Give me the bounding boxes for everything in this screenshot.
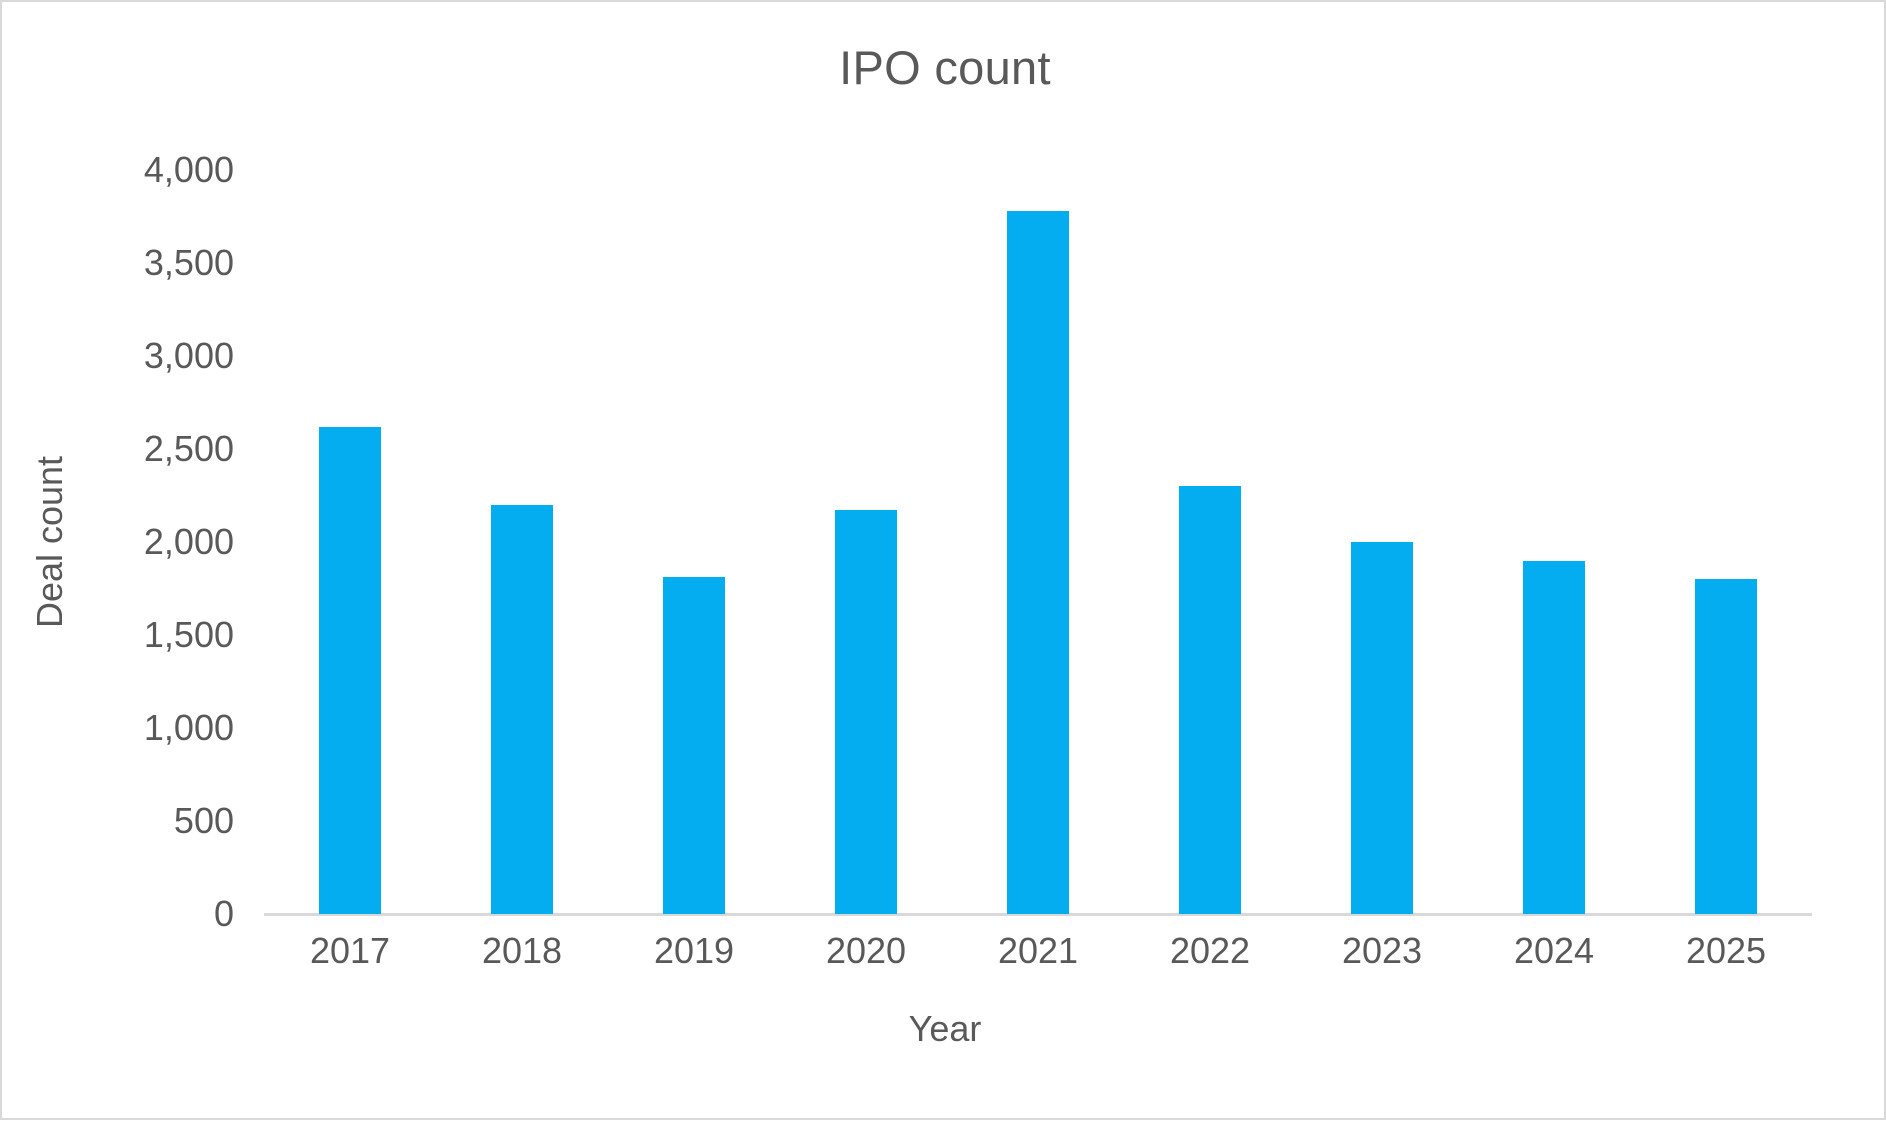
category-axis-line (264, 913, 1812, 916)
x-axis-tick-label-2024: 2024 (1513, 930, 1595, 971)
y-axis-tick-label: 1,500 (143, 614, 234, 655)
y-axis-tick-label: 3,000 (143, 335, 234, 376)
y-axis-tick-label: 2,500 (143, 428, 234, 469)
y-axis-tick-label: 500 (173, 800, 234, 841)
x-axis-tick-label-2021: 2021 (997, 930, 1079, 971)
bar-slot (608, 170, 780, 914)
bar-slot (1296, 170, 1468, 914)
bar-slot (1640, 170, 1812, 914)
y-axis-tick-label: 0 (213, 893, 234, 934)
x-axis-title: Year (908, 1008, 982, 1049)
bar-slot (264, 170, 436, 914)
x-axis-tick-label-2023: 2023 (1341, 930, 1423, 971)
bar-2019[interactable] (663, 577, 725, 914)
bar-series (264, 170, 1812, 914)
y-axis-tick-label: 1,000 (143, 707, 234, 748)
bar-2021[interactable] (1007, 210, 1069, 914)
bar-2022[interactable] (1179, 486, 1241, 914)
bar-slot (1124, 170, 1296, 914)
chart-title: IPO count (839, 41, 1051, 94)
bar-2025[interactable] (1695, 579, 1757, 914)
bar-2017[interactable] (319, 426, 381, 914)
bar-slot (436, 170, 608, 914)
bar-2023[interactable] (1351, 542, 1413, 914)
bar-2020[interactable] (835, 510, 897, 914)
x-axis-tick-label-2019: 2019 (653, 930, 735, 971)
y-axis-tick-label: 2,000 (143, 521, 234, 562)
y-axis-tick-labels: 4,000 3,500 3,000 2,500 2,000 1,500 1,000 500 0 (94, 2, 234, 1122)
x-axis-tick-label-2022: 2022 (1169, 930, 1251, 971)
x-axis-tick-label-2017: 2017 (309, 930, 391, 971)
x-axis-tick-labels: 2017 2018 2019 2020 2021 2022 2023 2024 2025 (264, 930, 1812, 972)
y-axis-tick-label: 4,000 (143, 149, 234, 190)
bar-2018[interactable] (491, 504, 553, 914)
bar-2024[interactable] (1523, 560, 1585, 914)
x-axis-tick-label-2020: 2020 (825, 930, 907, 971)
bar-slot (780, 170, 952, 914)
x-axis-tick-label-2018: 2018 (481, 930, 563, 971)
x-axis-tick-label-2025: 2025 (1685, 930, 1767, 971)
bar-slot (952, 170, 1124, 914)
bar-slot (1468, 170, 1640, 914)
y-axis-title: Deal count (29, 455, 70, 629)
y-axis-tick-label: 3,500 (143, 242, 234, 283)
